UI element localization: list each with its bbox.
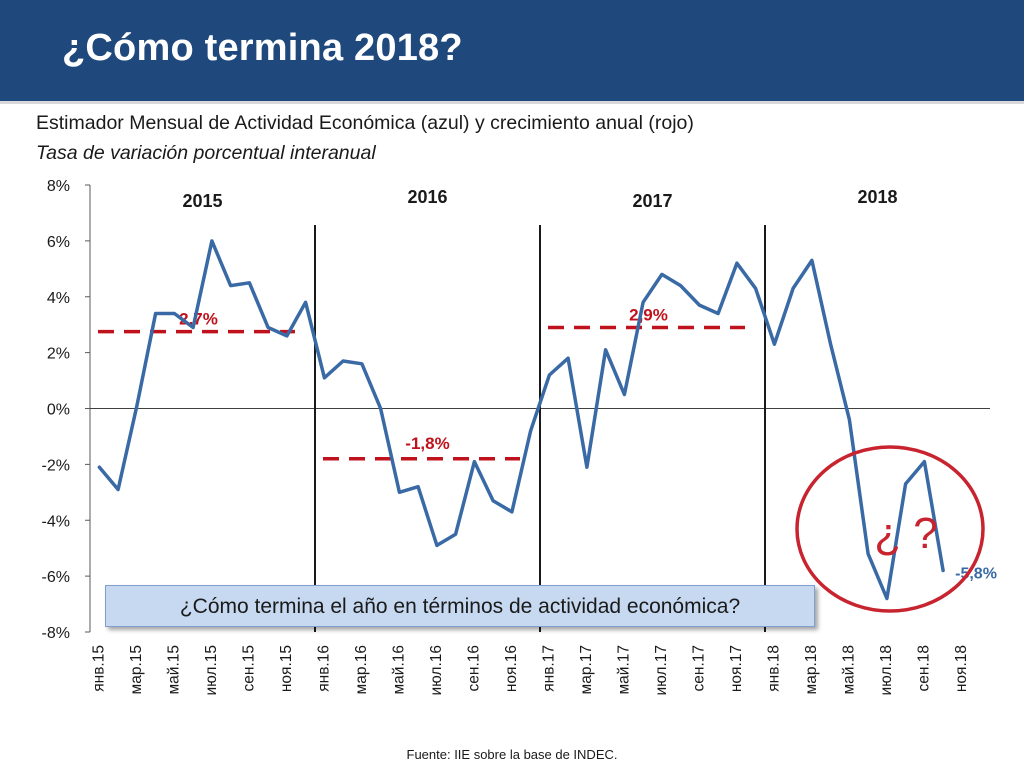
question-mark: ¿ ? (874, 509, 938, 558)
data-point (755, 287, 757, 289)
data-point (192, 326, 194, 328)
x-tick-label: ноя.15 (278, 645, 295, 692)
x-tick-label: янв.16 (315, 645, 332, 692)
data-point (305, 301, 307, 303)
x-tick-label: янв.18 (765, 645, 782, 692)
x-tick-label: мар.15 (128, 645, 145, 694)
y-tick-label: 6% (47, 234, 70, 251)
data-point (792, 287, 794, 289)
source-note: Fuente: IIE sobre la base de INDEC. (406, 747, 618, 762)
data-point (455, 533, 457, 535)
x-tick-label: янв.15 (90, 645, 107, 692)
data-point (905, 483, 907, 485)
data-point (773, 343, 775, 345)
data-point (642, 301, 644, 303)
data-point (586, 466, 588, 468)
x-tick-label: июл.15 (203, 645, 220, 696)
data-point (830, 343, 832, 345)
data-point (623, 394, 625, 396)
data-point (886, 597, 888, 599)
data-point (211, 240, 213, 242)
y-tick-label: 0% (47, 402, 70, 419)
y-tick-label: -8% (42, 625, 70, 642)
x-tick-label: июл.18 (878, 645, 895, 696)
data-point (267, 326, 269, 328)
average-label: 2,9% (629, 305, 668, 324)
data-point (361, 363, 363, 365)
data-point (923, 461, 925, 463)
data-point (848, 419, 850, 421)
data-point (173, 313, 175, 315)
data-point (417, 486, 419, 488)
x-tick-label: сен.16 (465, 645, 482, 691)
data-point (867, 553, 869, 555)
data-point (136, 405, 138, 407)
x-tick-label: май.16 (390, 645, 407, 694)
data-point (323, 377, 325, 379)
data-point (492, 500, 494, 502)
data-point (736, 262, 738, 264)
x-tick-label: мар.17 (578, 645, 595, 694)
data-point (342, 360, 344, 362)
year-label: 2018 (857, 187, 897, 207)
data-point (680, 285, 682, 287)
x-tick-label: мар.16 (353, 645, 370, 694)
data-point (942, 570, 944, 572)
data-point (717, 313, 719, 315)
year-label: 2016 (407, 187, 447, 207)
data-point (436, 544, 438, 546)
average-label: -1,8% (405, 434, 449, 453)
y-tick-label: -2% (42, 457, 70, 474)
y-tick-label: 8% (47, 178, 70, 195)
page-title: ¿Cómo termina 2018? (62, 27, 463, 69)
title-bar: ¿Cómo termina 2018? (0, 0, 1024, 104)
chart-subtitle: Estimador Mensual de Actividad Económica… (36, 112, 694, 134)
x-tick-label: июл.16 (428, 645, 445, 696)
x-tick-label: ноя.16 (503, 645, 520, 692)
x-tick-label: ноя.18 (953, 645, 970, 692)
data-point (661, 273, 663, 275)
data-point (155, 313, 157, 315)
x-tick-label: май.15 (165, 645, 182, 694)
data-point (230, 285, 232, 287)
x-tick-label: ноя.17 (728, 645, 745, 692)
question-box: ¿Cómo termina el año en términos de acti… (105, 585, 815, 627)
y-tick-label: -4% (42, 513, 70, 530)
year-label: 2017 (632, 191, 672, 211)
data-point (473, 461, 475, 463)
year-label: 2015 (182, 191, 222, 211)
data-point (286, 335, 288, 337)
x-tick-label: июл.17 (653, 645, 670, 696)
highlight-circle (795, 445, 985, 613)
data-point (548, 374, 550, 376)
x-tick-label: сен.17 (690, 645, 707, 691)
x-tick-label: сен.18 (915, 645, 932, 691)
data-point (398, 491, 400, 493)
data-point (811, 259, 813, 261)
data-point (248, 282, 250, 284)
y-tick-label: 4% (47, 290, 70, 307)
x-tick-label: янв.17 (540, 645, 557, 692)
data-point (98, 466, 100, 468)
average-label: 2,7% (179, 310, 218, 329)
data-point (605, 349, 607, 351)
x-tick-label: мар.18 (803, 645, 820, 694)
data-point (117, 489, 119, 491)
x-tick-label: сен.15 (240, 645, 257, 691)
series-line-emae (97, 239, 945, 601)
data-point (380, 408, 382, 409)
y-tick-label: 2% (47, 346, 70, 363)
data-point (698, 304, 700, 306)
y-tick-label: -6% (42, 569, 70, 586)
x-tick-label: май.18 (840, 645, 857, 694)
x-tick-label: май.17 (615, 645, 632, 694)
chart-subtitle-italic: Tasa de variación porcentual interanual (36, 142, 376, 164)
data-point (530, 430, 532, 432)
data-point (567, 357, 569, 359)
data-point (511, 511, 513, 513)
